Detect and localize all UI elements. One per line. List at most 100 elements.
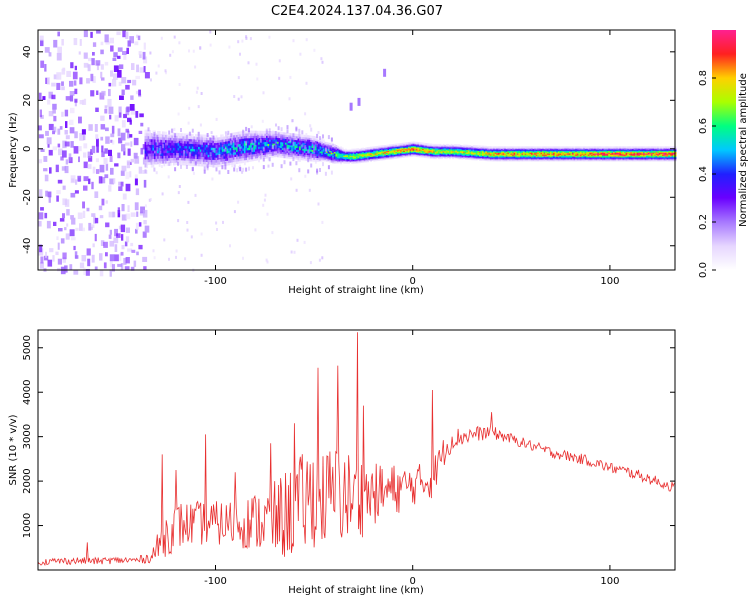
heatmap-cell [176, 145, 178, 148]
heatmap-cell [307, 137, 309, 140]
heatmap-cell [565, 157, 568, 160]
heatmap-cell [190, 158, 193, 161]
heatmap-cell [441, 146, 443, 149]
heatmap-cell [635, 146, 638, 148]
heatmap-cell [127, 130, 130, 139]
heatmap-cell [428, 154, 431, 156]
heatmap-cell [409, 153, 412, 156]
heatmap-cell [458, 153, 461, 155]
heatmap-cell [144, 129, 147, 134]
heatmap-cell [471, 156, 473, 159]
heatmap-cell [329, 153, 331, 156]
heatmap-cell [426, 145, 429, 147]
heatmap-cell [504, 157, 507, 159]
heatmap-cell [117, 210, 121, 218]
heatmap-cell [313, 153, 316, 156]
heatmap-cell [403, 147, 406, 150]
heatmap-cell [146, 164, 148, 169]
heatmap-cell [512, 146, 514, 148]
heatmap-cell [579, 152, 582, 154]
heatmap-cell [578, 152, 581, 154]
heatmap-cell [613, 154, 615, 156]
heatmap-cell [469, 150, 472, 153]
heatmap-cell [584, 158, 587, 161]
heatmap-cell [608, 159, 611, 162]
heatmap-cell [275, 154, 278, 158]
heatmap-cell [398, 151, 401, 154]
heatmap-cell [316, 150, 319, 153]
heatmap-cell [598, 147, 601, 149]
heatmap-cell [168, 152, 171, 156]
heatmap-cell [187, 160, 189, 164]
heatmap-cell [248, 151, 251, 155]
heatmap-cell [437, 157, 440, 160]
heatmap-cell [504, 157, 507, 160]
heatmap-cell [228, 162, 230, 166]
heatmap-cell [474, 152, 477, 154]
heatmap-cell [186, 228, 189, 232]
heatmap-cell [264, 141, 267, 145]
heatmap-cell [390, 151, 393, 154]
heatmap-cell [507, 146, 510, 148]
heatmap-cell [617, 147, 620, 149]
heatmap-cell [565, 148, 568, 150]
heatmap-cell [371, 156, 374, 158]
heatmap-cell [346, 156, 349, 159]
heatmap-cell [535, 157, 538, 159]
heatmap-cell [365, 147, 368, 149]
heatmap-cell [136, 64, 139, 73]
heatmap-cell [400, 146, 402, 149]
heatmap-cell [368, 154, 371, 157]
heatmap-cell [496, 155, 499, 157]
heatmap-cell [221, 144, 224, 147]
heatmap-cell [430, 151, 432, 153]
heatmap-cell [344, 161, 347, 163]
heatmap-cell [453, 146, 456, 149]
heatmap-cell [92, 243, 95, 248]
heatmap-cell [501, 158, 503, 161]
heatmap-cell [523, 151, 525, 153]
heatmap-cell [441, 156, 443, 159]
heatmap-cell [537, 148, 540, 150]
heatmap-cell [532, 155, 535, 157]
heatmap-cell [236, 139, 238, 143]
heatmap-cell [390, 150, 393, 152]
heatmap-cell [256, 157, 259, 161]
heatmap-cell [586, 150, 589, 152]
heatmap-cell [188, 162, 191, 166]
heatmap-cell [360, 155, 363, 158]
heatmap-cell [396, 152, 399, 154]
heatmap-cell [48, 149, 53, 156]
heatmap-cell [190, 160, 193, 164]
heatmap-cell [419, 145, 421, 147]
heatmap-cell [583, 148, 585, 150]
heatmap-cell [480, 155, 483, 157]
heatmap-cell [414, 144, 417, 147]
heatmap-cell [576, 155, 579, 157]
heatmap-cell [617, 157, 620, 159]
heatmap-cell [496, 157, 499, 159]
heatmap-cell [38, 212, 44, 220]
heatmap-cell [174, 159, 177, 163]
heatmap-cell [423, 149, 426, 152]
heatmap-cell [434, 147, 437, 150]
heatmap-cell [204, 156, 207, 160]
heatmap-cell [575, 157, 578, 159]
heatmap-cell [430, 148, 432, 150]
heatmap-cell [191, 150, 194, 154]
heatmap-cell [373, 149, 376, 151]
heatmap-cell [609, 151, 612, 153]
heatmap-cell [288, 156, 290, 159]
heatmap-cell [496, 152, 499, 154]
heatmap-cell [420, 149, 423, 151]
heatmap-cell [415, 155, 418, 157]
heatmap-cell [173, 127, 176, 131]
heatmap-cell [222, 220, 224, 224]
heatmap-cell [496, 156, 499, 158]
heatmap-cell [411, 149, 413, 151]
heatmap-cell [573, 158, 576, 161]
heatmap-cell [73, 146, 79, 154]
heatmap-cell [204, 146, 207, 150]
heatmap-cell [44, 47, 50, 53]
heatmap-cell [100, 71, 103, 79]
